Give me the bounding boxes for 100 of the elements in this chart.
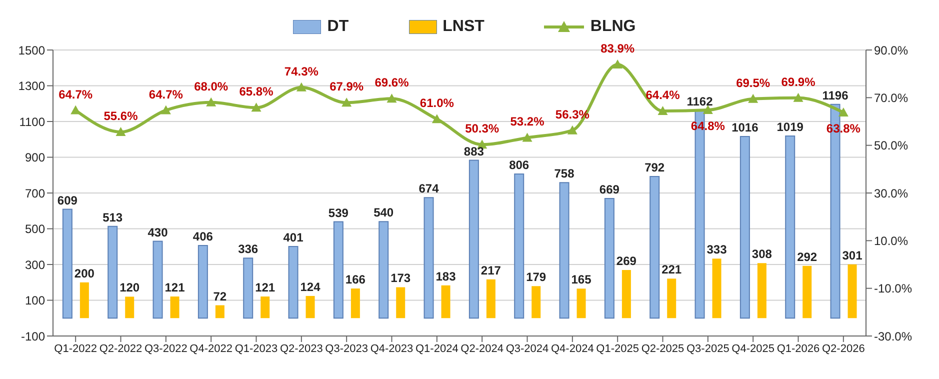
data-label: 1196	[822, 88, 849, 102]
y-tick-label: 900	[24, 150, 46, 165]
x-tick-label: Q4-2024	[551, 342, 594, 355]
bar	[468, 160, 479, 319]
bar	[576, 288, 586, 318]
x-tick-label: Q3-2024	[506, 342, 549, 355]
point	[793, 92, 804, 102]
x-tick-label: Q3-2022	[144, 342, 188, 355]
data-label: 301	[842, 248, 863, 262]
data-label: 1162	[686, 94, 714, 108]
data-label: 758	[554, 166, 575, 181]
data-label: 64.4%	[646, 88, 680, 102]
point	[612, 60, 623, 69]
bar	[785, 135, 796, 319]
data-label: 669	[599, 182, 620, 197]
bar	[622, 270, 631, 318]
bar	[108, 226, 118, 319]
data-label: 69.5%	[736, 76, 770, 90]
data-label: 173	[390, 271, 411, 286]
x-tick-label: Q4-2023	[370, 342, 414, 355]
x-tick-label: Q4-2025	[732, 342, 774, 355]
x-tick-label: Q3-2025	[686, 342, 730, 355]
data-label: 539	[328, 206, 349, 220]
data-label: 217	[480, 263, 502, 278]
data-label: 69.6%	[374, 76, 410, 90]
point	[386, 94, 397, 103]
data-label: 69.9%	[781, 74, 816, 89]
bar	[62, 208, 72, 319]
bar	[80, 282, 89, 318]
data-label: 64.7%	[58, 87, 93, 102]
data-label: 609	[57, 193, 78, 208]
data-label: 65.8%	[239, 84, 274, 99]
data-label: 68.0%	[194, 79, 228, 94]
data-label: 165	[571, 272, 592, 287]
y2-tick-label: 30.0%	[874, 186, 908, 200]
point	[160, 105, 171, 114]
bar	[306, 296, 315, 318]
bar	[740, 136, 750, 319]
bar	[514, 174, 524, 319]
point	[838, 107, 848, 116]
y-tick-label: 100	[24, 294, 46, 308]
bar	[848, 264, 857, 318]
point	[206, 97, 216, 106]
y-tick-label: 700	[24, 186, 46, 200]
point	[116, 126, 126, 136]
data-label: 121	[164, 280, 186, 294]
x-tick-label: Q1-2022	[54, 342, 97, 355]
data-label: 806	[509, 158, 530, 172]
bar	[350, 288, 360, 318]
y2-tick-label: 50.0%	[874, 138, 908, 153]
data-label: 308	[752, 247, 772, 262]
y-tick-label: -100	[20, 329, 46, 344]
point	[251, 102, 262, 112]
data-label: 72	[213, 289, 227, 304]
legend-label: DT	[326, 18, 349, 36]
bar	[170, 296, 180, 318]
data-label: 1016	[732, 120, 759, 135]
point	[567, 125, 578, 134]
y2-tick-label: -30.0%	[874, 329, 912, 344]
y-tick-label: 1500	[18, 43, 46, 58]
data-label: 792	[644, 160, 665, 175]
data-label: 121	[255, 280, 276, 294]
x-tick-label: Q2-2026	[822, 342, 865, 355]
y-tick-label: 1100	[19, 114, 46, 129]
bar	[198, 245, 208, 319]
bar	[757, 263, 766, 318]
bar	[559, 182, 570, 319]
data-label: 64.7%	[148, 87, 184, 102]
data-label: 67.9%	[330, 80, 364, 94]
point	[296, 82, 306, 92]
x-tick-label: Q1-2025	[596, 342, 639, 355]
data-label: 53.2%	[510, 114, 545, 129]
data-label: 406	[192, 230, 214, 244]
data-label: 269	[616, 254, 637, 268]
bar	[486, 279, 496, 318]
point	[342, 98, 352, 107]
legend-label: BLNG	[589, 18, 636, 36]
data-label: 221	[662, 262, 682, 277]
bar	[125, 296, 134, 318]
y2-tick-label: 10.0%	[874, 234, 908, 248]
data-label: 674	[418, 182, 440, 196]
data-label: 513	[102, 210, 123, 224]
data-label: 61.0%	[420, 96, 454, 110]
bar	[441, 285, 450, 318]
bar	[532, 286, 541, 318]
x-tick-label: Q2-2024	[460, 342, 504, 355]
data-label: 83.9%	[600, 42, 635, 56]
y2-tick-label: -10.0%	[874, 282, 912, 296]
y2-tick-label: 90.0%	[874, 43, 908, 58]
data-label: 336	[238, 242, 258, 256]
data-label: 1019	[776, 120, 804, 134]
y2-tick-label: 70.0%	[874, 90, 908, 105]
data-label: 183	[436, 269, 456, 284]
data-label: 430	[148, 225, 168, 240]
data-label: 166	[345, 272, 366, 286]
data-label: 50.3%	[465, 122, 500, 136]
bar	[604, 198, 614, 319]
bar	[396, 287, 406, 318]
bar	[424, 197, 434, 319]
y-tick-label: 500	[24, 222, 46, 236]
